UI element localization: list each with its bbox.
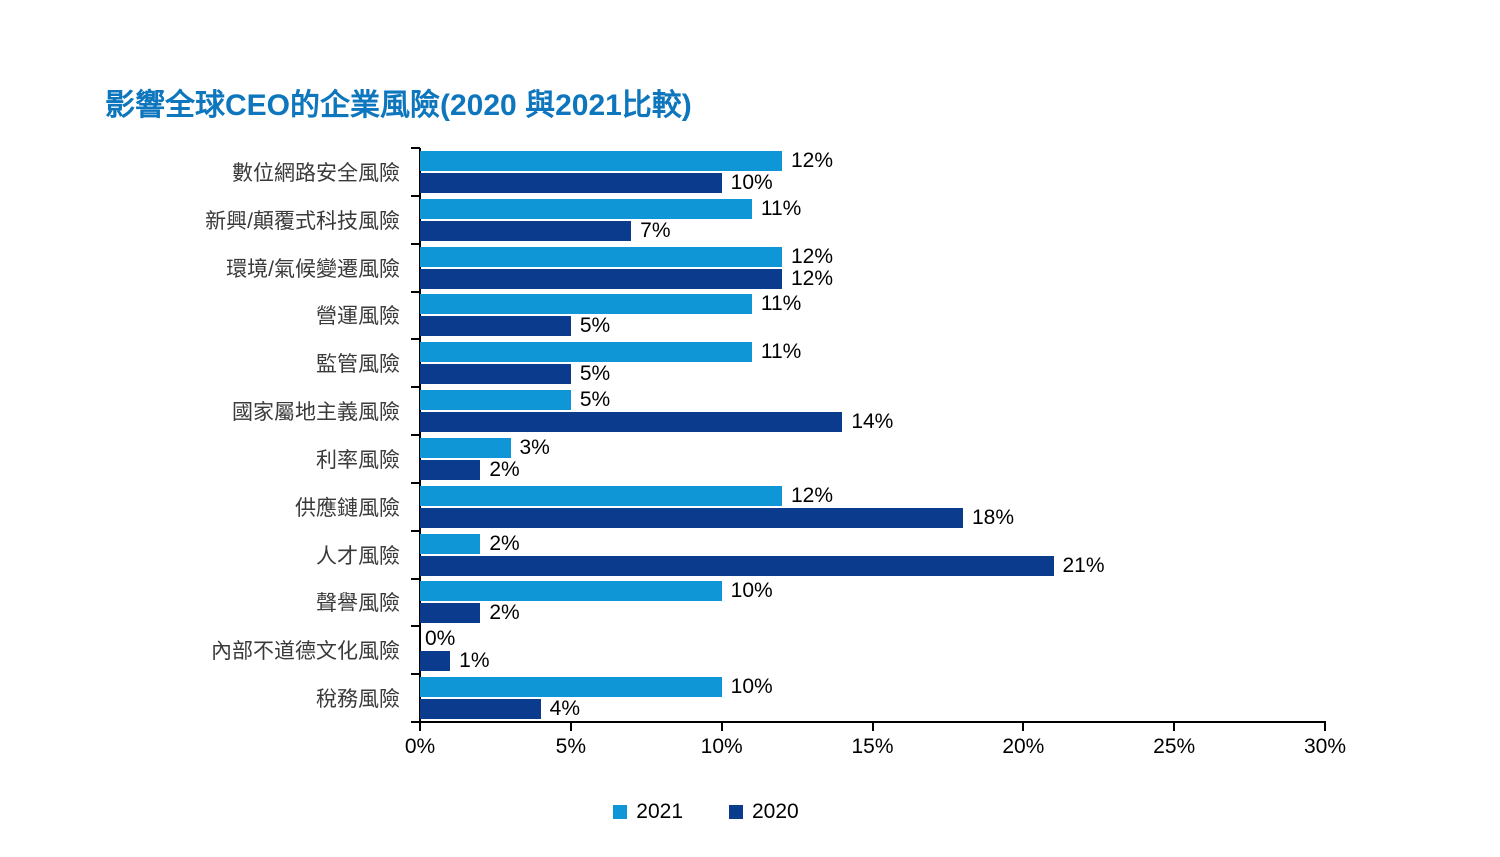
bar-2021	[420, 677, 722, 698]
bar-2020	[420, 699, 541, 720]
x-tick-label: 30%	[1303, 735, 1347, 758]
bar-2021	[420, 150, 782, 171]
category-label: 人才風險	[316, 544, 400, 568]
bar-2021	[420, 390, 571, 411]
value-label-2020: 14%	[851, 410, 894, 434]
value-label-2020: 4%	[549, 697, 581, 721]
x-axis-tick	[1324, 723, 1326, 731]
bar-2020	[420, 172, 722, 193]
value-label-2021: 2%	[489, 531, 520, 555]
x-axis-tick	[1173, 723, 1176, 731]
category-label: 環境/氣候變遷風險	[226, 257, 400, 281]
value-label-2020: 1%	[459, 649, 490, 673]
legend-label-2021: 2021	[636, 800, 683, 823]
value-label-2021: 5%	[579, 388, 611, 412]
value-label-2021: 11%	[760, 340, 802, 364]
value-label-2020: 18%	[972, 505, 1015, 529]
bar-2021	[420, 485, 782, 506]
category-label: 聲譽風險	[316, 592, 400, 616]
x-tick-label: 15%	[851, 735, 894, 758]
y-axis-tick	[411, 338, 420, 341]
value-label-2021: 10%	[730, 675, 773, 699]
y-axis-tick	[411, 529, 420, 532]
bar-2021	[420, 294, 752, 315]
value-label-2020: 5%	[579, 362, 611, 386]
y-axis-tick	[411, 194, 420, 197]
y-axis-tick	[411, 481, 420, 484]
bar-2020	[420, 555, 1054, 576]
value-label-2021: 12%	[791, 244, 834, 268]
page-title: 影響全球CEO的企業風險(2020 與2021比較)	[105, 89, 692, 123]
value-label-2020: 10%	[730, 170, 773, 194]
y-axis-tick	[411, 290, 420, 293]
bar-2021	[420, 437, 511, 458]
value-label-2021: 3%	[519, 435, 550, 459]
x-tick-label: 25%	[1153, 735, 1196, 758]
value-label-2020: 12%	[791, 266, 834, 290]
x-axis-tick	[720, 723, 723, 731]
x-axis-tick	[871, 723, 874, 731]
y-axis-tick	[411, 673, 420, 676]
category-label: 營運風險	[316, 305, 400, 329]
y-axis-tick	[411, 577, 420, 580]
category-label: 數位網路安全風險	[232, 161, 400, 185]
x-tick-label: 10%	[700, 735, 743, 758]
bar-2021	[420, 198, 752, 219]
bar-2021	[420, 581, 722, 602]
bar-2020	[420, 603, 481, 624]
value-label-2021: 12%	[791, 483, 834, 507]
legend-swatch-2020	[729, 805, 743, 819]
category-label: 國家屬地主義風險	[232, 401, 400, 425]
legend-swatch-2021	[613, 805, 628, 819]
value-label-2021: 11%	[760, 292, 802, 316]
y-axis-tick	[411, 625, 420, 628]
value-label-2020: 5%	[579, 314, 611, 338]
bar-2020	[420, 507, 963, 528]
bar-2021	[420, 533, 481, 554]
category-label: 新興/顛覆式科技風險	[205, 209, 400, 233]
x-tick-label: 5%	[555, 735, 586, 758]
x-axis-tick	[1022, 723, 1025, 731]
value-label-2020: 2%	[489, 457, 520, 481]
y-axis-tick	[411, 242, 420, 245]
x-axis-tick	[569, 723, 572, 731]
bar-2020	[420, 459, 481, 480]
x-axis-line	[419, 721, 1326, 723]
legend-item-2021: 2021	[613, 800, 683, 824]
value-label-2021: 0%	[425, 627, 456, 651]
value-label-2020: 2%	[489, 601, 520, 625]
bar-2020	[420, 364, 571, 385]
y-axis-tick	[411, 721, 420, 723]
value-label-2021: 11%	[760, 196, 802, 220]
value-label-2021: 12%	[791, 148, 834, 172]
y-axis-line	[419, 148, 421, 724]
y-axis-tick	[411, 147, 420, 149]
x-axis-tick	[419, 723, 421, 731]
bar-2020	[420, 316, 571, 337]
value-label-2020: 7%	[640, 218, 671, 242]
bar-2020	[420, 412, 843, 433]
y-axis-tick	[411, 434, 420, 436]
y-axis-tick	[411, 386, 420, 389]
category-label: 內部不道德文化風險	[211, 640, 400, 664]
bar-2021	[420, 246, 782, 267]
value-label-2020: 21%	[1062, 553, 1105, 577]
category-label: 監管風險	[316, 353, 400, 377]
value-label-2021: 10%	[730, 579, 773, 603]
category-label: 稅務風險	[316, 688, 400, 712]
legend-item-2020: 2020	[729, 800, 799, 824]
x-tick-label: 0%	[404, 735, 436, 758]
bar-2020	[420, 220, 632, 241]
category-label: 供應鏈風險	[295, 496, 400, 520]
bar-2021	[420, 342, 752, 363]
legend: 2021 2020	[0, 800, 1456, 824]
legend-label-2020: 2020	[752, 800, 799, 823]
bar-2020	[420, 268, 782, 289]
x-tick-label: 20%	[1002, 735, 1045, 758]
bar-2020	[420, 651, 451, 672]
category-label: 利率風險	[316, 448, 400, 472]
